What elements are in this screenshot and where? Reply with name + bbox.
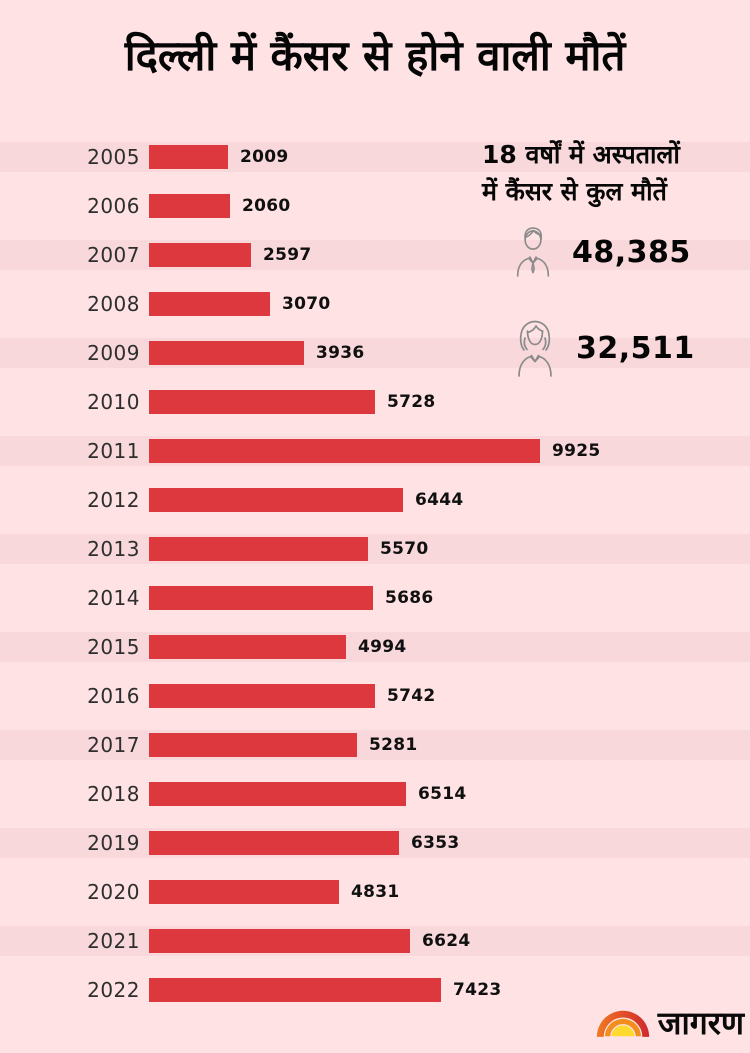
- bar: [149, 781, 406, 806]
- value-label: 2060: [242, 195, 291, 216]
- chart-row: 2021 6624: [0, 916, 750, 965]
- male-person-icon: [516, 227, 550, 277]
- chart-row: 2007 2597: [0, 230, 750, 279]
- bar: [149, 291, 270, 316]
- rising-sun-icon: [596, 1010, 649, 1038]
- year-label: 2018: [87, 781, 140, 806]
- chart-row: 2011 9925: [0, 426, 750, 475]
- year-label: 2014: [87, 585, 140, 610]
- value-label: 6444: [415, 489, 464, 510]
- value-label: 2009: [240, 146, 289, 167]
- chart-row: 2017 5281: [0, 720, 750, 769]
- year-label: 2013: [87, 536, 140, 561]
- bar: [149, 683, 375, 708]
- bar: [149, 585, 373, 610]
- male-deaths-value: 48,385: [572, 234, 691, 270]
- value-label: 3936: [316, 342, 365, 363]
- chart-row: 2013 5570: [0, 524, 750, 573]
- year-label: 2021: [87, 928, 140, 953]
- chart-row: 2014 5686: [0, 573, 750, 622]
- summary-heading-line1: 18 वर्षों में अस्पतालों: [482, 140, 680, 169]
- chart-row: 2008 3070: [0, 279, 750, 328]
- summary-heading-line2: में कैंसर से कुल मौतें: [482, 177, 667, 206]
- year-label: 2016: [87, 683, 140, 708]
- value-label: 6514: [418, 783, 467, 804]
- year-label: 2017: [87, 732, 140, 757]
- page-title: दिल्ली में कैंसर से होने वाली मौतें: [124, 31, 626, 80]
- female-deaths-stat: 32,511: [482, 318, 742, 378]
- value-label: 7423: [453, 979, 502, 1000]
- bar: [149, 830, 399, 855]
- value-label: 5742: [387, 685, 436, 706]
- chart-row: 2016 5742: [0, 671, 750, 720]
- value-label: 4994: [358, 636, 407, 657]
- bar: [149, 389, 375, 414]
- bar: [149, 879, 339, 904]
- chart-row: 2009 3936: [0, 328, 750, 377]
- year-label: 2010: [87, 389, 140, 414]
- summary-panel: 18 वर्षों में अस्पतालों में कैंसर से कुल…: [482, 136, 742, 378]
- year-label: 2011: [87, 438, 140, 463]
- summary-heading: 18 वर्षों में अस्पतालों में कैंसर से कुल…: [482, 136, 742, 210]
- chart-row: 2012 6444: [0, 475, 750, 524]
- female-person-icon: [518, 320, 552, 377]
- female-deaths-value: 32,511: [576, 330, 695, 366]
- bar: [149, 438, 540, 463]
- value-label: 6353: [411, 832, 460, 853]
- chart-row: 2022 7423: [0, 965, 750, 1014]
- jagran-logo: जागरण: [595, 1003, 744, 1039]
- bar: [149, 732, 357, 757]
- bar: [149, 340, 304, 365]
- chart-row: 2005 2009: [0, 132, 750, 181]
- year-label: 2012: [87, 487, 140, 512]
- chart-row: 2019 6353: [0, 818, 750, 867]
- value-label: 5686: [385, 587, 434, 608]
- chart-row: 2015 4994: [0, 622, 750, 671]
- chart-row: 2020 4831: [0, 867, 750, 916]
- year-label: 2019: [87, 830, 140, 855]
- bar: [149, 928, 410, 953]
- value-label: 5281: [369, 734, 418, 755]
- jagran-logo-text: जागरण: [657, 1004, 744, 1042]
- year-label: 2009: [87, 340, 140, 365]
- bar: [149, 634, 346, 659]
- male-deaths-stat: 48,385: [482, 224, 742, 280]
- bar: [149, 487, 403, 512]
- value-label: 5570: [380, 538, 429, 559]
- value-label: 4831: [351, 881, 400, 902]
- bar: [149, 977, 441, 1002]
- year-label: 2008: [87, 291, 140, 316]
- value-label: 9925: [552, 440, 601, 461]
- value-label: 2597: [263, 244, 312, 265]
- chart-row: 2018 6514: [0, 769, 750, 818]
- year-label: 2006: [87, 193, 140, 218]
- chart-row: 2006 2060: [0, 181, 750, 230]
- value-label: 6624: [422, 930, 471, 951]
- chart-row: 2010 5728: [0, 377, 750, 426]
- year-label: 2005: [87, 144, 140, 169]
- value-label: 5728: [387, 391, 436, 412]
- bar: [149, 242, 251, 267]
- bar-chart: 2005 2009 2006 2060 2007 2597 2008 3070 2009 3936…: [0, 132, 750, 1014]
- year-label: 2022: [87, 977, 140, 1002]
- bar: [149, 193, 230, 218]
- value-label: 3070: [282, 293, 331, 314]
- year-label: 2015: [87, 634, 140, 659]
- bar: [149, 144, 228, 169]
- bar: [149, 536, 368, 561]
- year-label: 2020: [87, 879, 140, 904]
- year-label: 2007: [87, 242, 140, 267]
